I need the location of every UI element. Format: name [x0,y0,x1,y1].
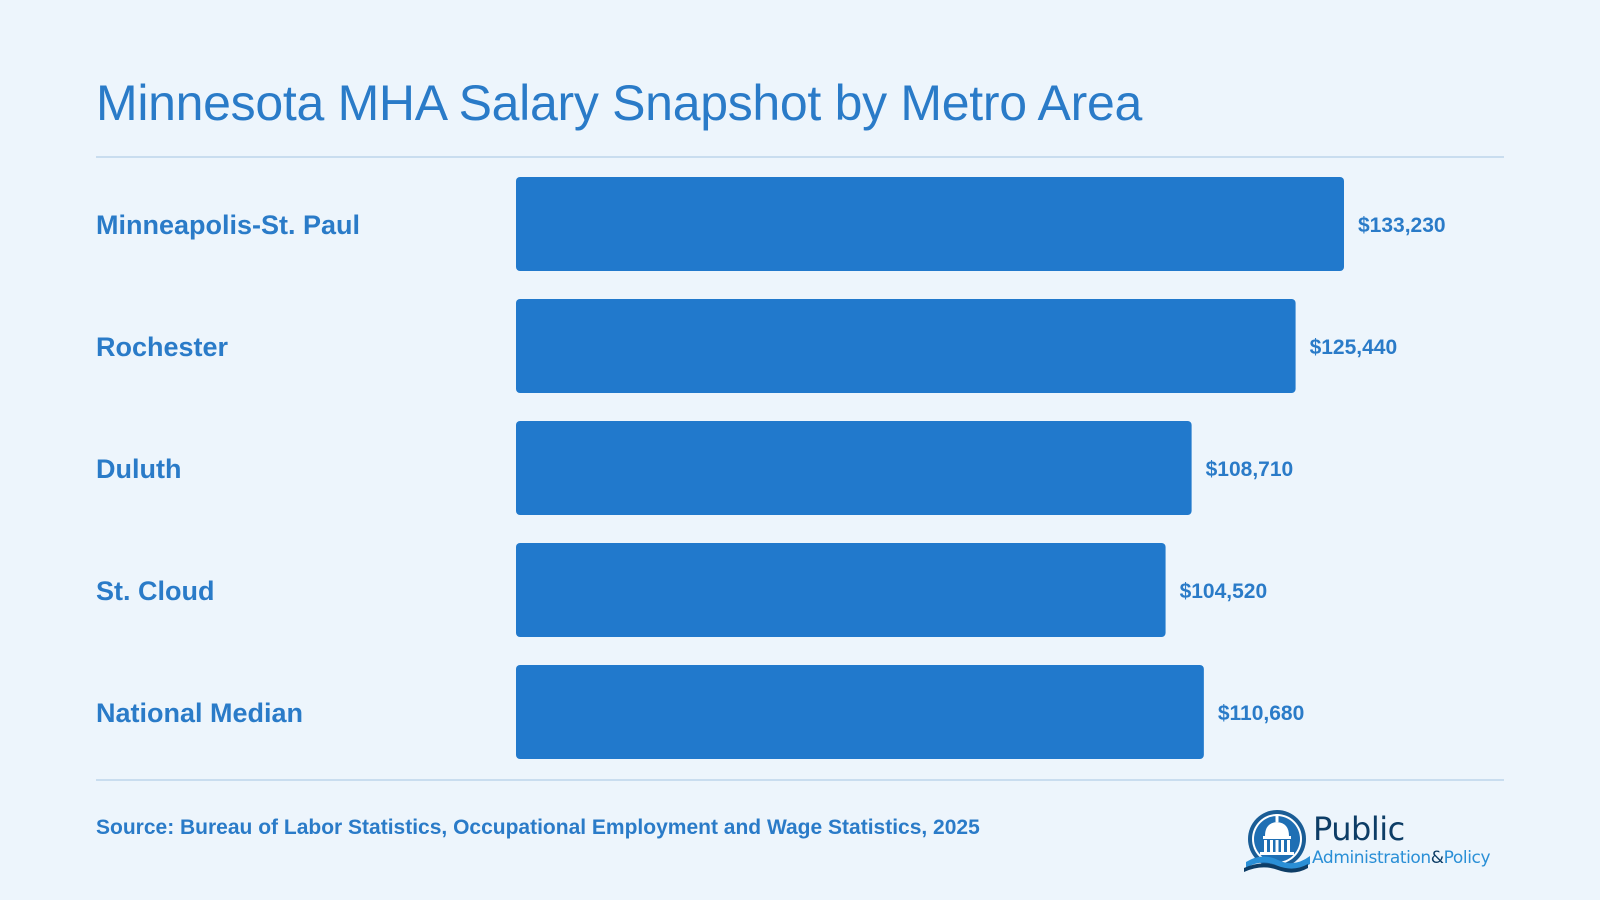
value-label: $108,710 [1206,458,1294,481]
top-divider [96,156,1504,158]
bottom-divider [96,779,1504,781]
category-label: National Median [96,698,303,728]
publisher-logo: Public Administration&Policy [1244,808,1504,874]
logo-word-administration-policy: Administration&Policy [1312,848,1491,868]
category-label: Minneapolis-St. Paul [96,210,360,240]
bar [516,543,1166,637]
bar [516,177,1344,271]
category-label: Rochester [96,332,229,362]
value-label: $104,520 [1180,580,1268,603]
value-label: $125,440 [1310,336,1398,359]
value-label: $110,680 [1218,702,1304,725]
capitol-dome-icon [1244,810,1310,873]
page-title: Minnesota MHA Salary Snapshot by Metro A… [96,75,1142,131]
bar [516,421,1192,515]
bar [516,299,1296,393]
logo-word-public: Public [1313,810,1405,848]
category-label: Duluth [96,454,181,484]
category-label: St. Cloud [96,576,214,606]
bar [516,665,1204,759]
value-label: $133,230 [1358,214,1446,237]
source-note: Source: Bureau of Labor Statistics, Occu… [96,816,980,839]
